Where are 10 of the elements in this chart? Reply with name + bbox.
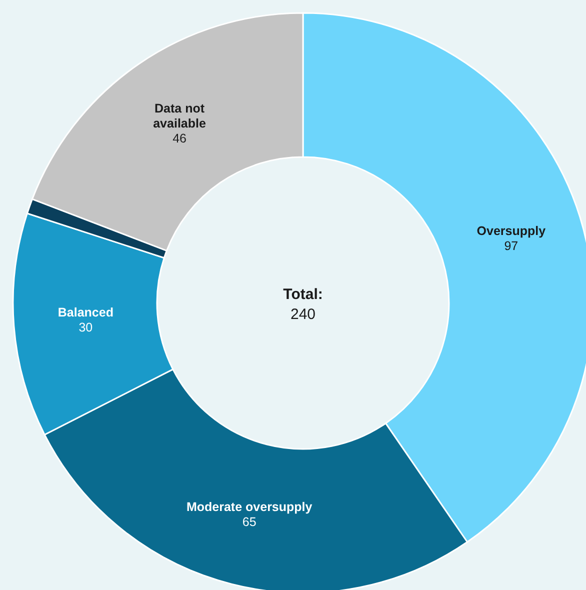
data-label: 46 [172,131,187,146]
slice-label: Oversupply [476,224,546,238]
text: 240 [290,306,316,323]
data-label: 97 [504,238,518,253]
data-label: 65 [242,514,256,529]
text: Total: [283,286,323,303]
slice-label: Data not available [153,101,206,130]
data-label: 30 [78,320,93,335]
slice-label: Moderate oversupply [186,500,312,514]
slice-label: Balanced [58,306,114,320]
